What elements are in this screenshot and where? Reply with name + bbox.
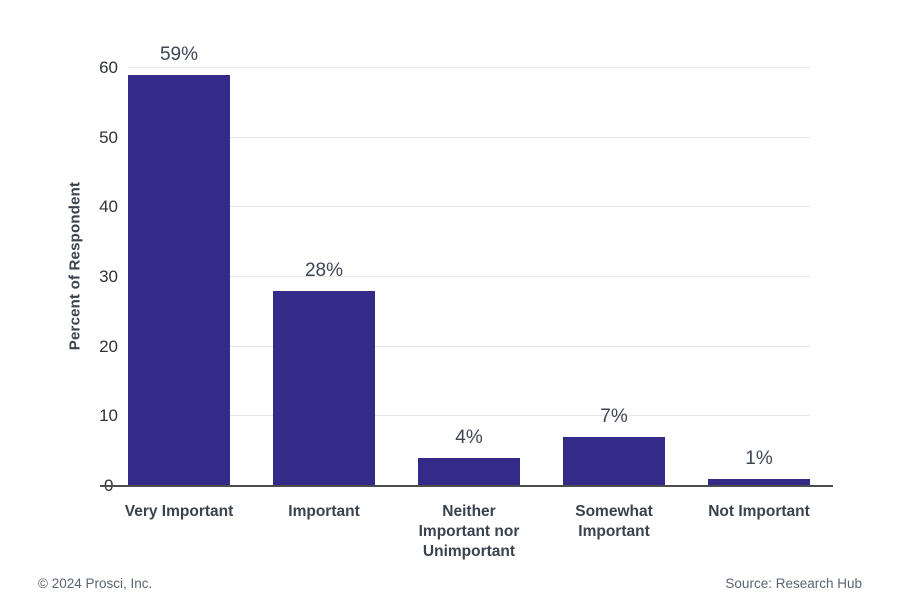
bar-group: 7% Somewhat Important — [563, 68, 665, 540]
bar — [708, 479, 810, 486]
source-text: Source: Research Hub — [725, 576, 862, 591]
x-axis-category-label: Somewhat Important — [575, 503, 653, 540]
y-axis-tick-label: 50 — [99, 127, 118, 147]
bars-row: 59% Very Important 28% Important 4% Neither I… — [125, 44, 810, 560]
y-axis-tick-label: 20 — [99, 336, 118, 356]
y-axis-ticks: 10 20 30 40 50 60 — [70, 58, 118, 486]
bar — [128, 74, 230, 486]
gridline — [128, 206, 810, 208]
gridline — [128, 345, 810, 347]
y-axis-tick-label: 10 — [99, 406, 118, 426]
y-axis-tick-label: 30 — [99, 267, 118, 286]
x-axis-line — [100, 485, 833, 487]
gridline — [128, 276, 810, 277]
bar-value-label: 7% — [600, 406, 628, 428]
copyright-text: © 2024 Prosci, Inc. — [38, 576, 153, 591]
bar-group: 28% Important — [273, 68, 375, 520]
y-axis-tick-label: 60 — [99, 58, 118, 77]
bar-value-label: 1% — [745, 448, 773, 470]
bar-value-label: 59% — [159, 43, 199, 65]
bar-value-label: 28% — [304, 259, 344, 281]
plot-area: 59% Very Important 28% Important 4% Neither I… — [125, 44, 810, 560]
x-axis-category-label: Important — [288, 503, 360, 520]
bar-group: 59% Very Important — [125, 44, 234, 520]
gridline — [128, 136, 810, 138]
bar-group: 1% Not Important — [708, 68, 810, 520]
x-axis-category-label: Neither Important nor Unimportant — [418, 503, 520, 560]
bar — [418, 458, 520, 486]
bar — [273, 290, 375, 486]
gridline — [128, 415, 810, 417]
bar-value-label: 4% — [455, 427, 483, 449]
gridline — [128, 67, 810, 68]
bar — [563, 437, 665, 486]
x-axis-category-label: Very Important — [124, 503, 234, 520]
y-axis-tick-label: 40 — [99, 197, 118, 217]
bar-group: 4% Neither Important nor Unimportant — [418, 68, 520, 560]
x-axis-category-label: Not Important — [708, 503, 810, 520]
